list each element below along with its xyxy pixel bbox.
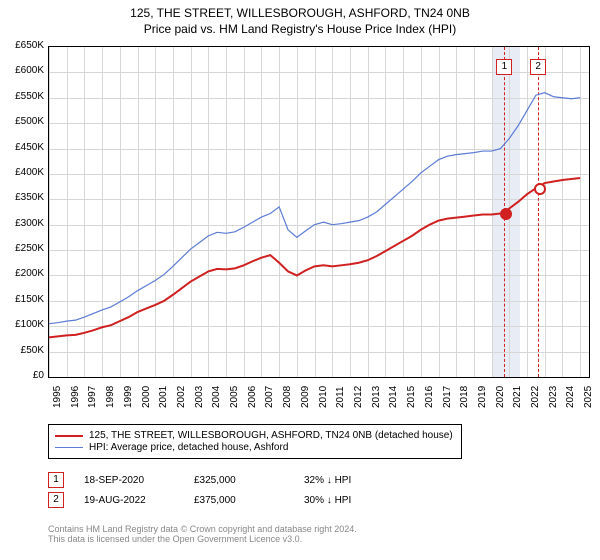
x-tick-label: 1999 [123, 386, 134, 408]
data-row-price: £375,000 [194, 495, 284, 506]
legend-label: HPI: Average price, detached house, Ashf… [89, 442, 288, 453]
footer-attribution: Contains HM Land Registry data © Crown c… [48, 524, 357, 544]
x-tick-label: 2018 [459, 386, 470, 408]
chart-container: 125, THE STREET, WILLESBOROUGH, ASHFORD,… [0, 0, 600, 560]
data-table: 1 18-SEP-2020 £325,000 32% ↓ HPI 2 19-AUG-202… [48, 468, 394, 512]
legend-label: 125, THE STREET, WILLESBOROUGH, ASHFORD,… [89, 430, 453, 441]
y-tick-label: £400K [4, 167, 44, 178]
x-tick-label: 2014 [388, 386, 399, 408]
x-tick-label: 2023 [548, 386, 559, 408]
legend-swatch [55, 447, 83, 448]
footer-line-1: Contains HM Land Registry data © Crown c… [48, 524, 357, 534]
legend-swatch [55, 435, 83, 437]
y-tick-label: £500K [4, 116, 44, 127]
x-tick-label: 2024 [565, 386, 576, 408]
series-line-price_paid [49, 178, 580, 337]
legend-item: HPI: Average price, detached house, Ashf… [55, 442, 455, 453]
x-tick-label: 2013 [371, 386, 382, 408]
plot-area: 12 [48, 46, 590, 378]
y-tick-label: £150K [4, 294, 44, 305]
series-line-hpi [49, 93, 580, 324]
x-tick-label: 1995 [52, 386, 63, 408]
x-tick-label: 2008 [282, 386, 293, 408]
y-tick-label: £650K [4, 40, 44, 51]
sale-dot [500, 208, 512, 220]
data-row: 1 18-SEP-2020 £325,000 32% ↓ HPI [48, 472, 394, 488]
x-tick-label: 1996 [70, 386, 81, 408]
x-tick-label: 2005 [229, 386, 240, 408]
y-tick-label: £600K [4, 65, 44, 76]
x-tick-label: 2009 [300, 386, 311, 408]
x-tick-label: 2015 [406, 386, 417, 408]
x-tick-label: 2011 [335, 386, 346, 408]
data-row-date: 18-SEP-2020 [84, 475, 174, 486]
y-tick-label: £550K [4, 91, 44, 102]
y-tick-label: £300K [4, 218, 44, 229]
x-tick-label: 2006 [247, 386, 258, 408]
data-row-date: 19-AUG-2022 [84, 495, 174, 506]
sale-dot [534, 183, 546, 195]
data-row-delta: 30% ↓ HPI [304, 495, 394, 506]
x-tick-label: 2019 [477, 386, 488, 408]
x-tick-label: 2010 [318, 386, 329, 408]
y-tick-label: £200K [4, 268, 44, 279]
data-row-delta: 32% ↓ HPI [304, 475, 394, 486]
x-tick-label: 2025 [583, 386, 594, 408]
x-tick-label: 2003 [194, 386, 205, 408]
x-tick-label: 2020 [495, 386, 506, 408]
x-tick-label: 1998 [105, 386, 116, 408]
data-row-price: £325,000 [194, 475, 284, 486]
legend: 125, THE STREET, WILLESBOROUGH, ASHFORD,… [48, 424, 462, 459]
x-tick-label: 2017 [442, 386, 453, 408]
y-tick-label: £350K [4, 192, 44, 203]
x-tick-label: 2016 [424, 386, 435, 408]
chart-title: 125, THE STREET, WILLESBOROUGH, ASHFORD,… [0, 6, 600, 20]
data-row: 2 19-AUG-2022 £375,000 30% ↓ HPI [48, 492, 394, 508]
footer-line-2: This data is licensed under the Open Gov… [48, 534, 357, 544]
x-tick-label: 2007 [264, 386, 275, 408]
data-row-marker: 2 [48, 492, 64, 508]
legend-item: 125, THE STREET, WILLESBOROUGH, ASHFORD,… [55, 430, 455, 441]
y-tick-label: £50K [4, 345, 44, 356]
y-tick-label: £250K [4, 243, 44, 254]
chart-subtitle: Price paid vs. HM Land Registry's House … [0, 22, 600, 36]
y-tick-label: £100K [4, 319, 44, 330]
x-tick-label: 2000 [141, 386, 152, 408]
x-tick-label: 2001 [158, 386, 169, 408]
x-tick-label: 2004 [211, 386, 222, 408]
y-tick-label: £450K [4, 142, 44, 153]
x-tick-label: 1997 [87, 386, 98, 408]
x-tick-label: 2002 [176, 386, 187, 408]
x-tick-label: 2022 [530, 386, 541, 408]
x-tick-label: 2012 [353, 386, 364, 408]
title-block: 125, THE STREET, WILLESBOROUGH, ASHFORD,… [0, 0, 600, 36]
data-row-marker: 1 [48, 472, 64, 488]
y-tick-label: £0 [4, 370, 44, 381]
x-tick-label: 2021 [512, 386, 523, 408]
